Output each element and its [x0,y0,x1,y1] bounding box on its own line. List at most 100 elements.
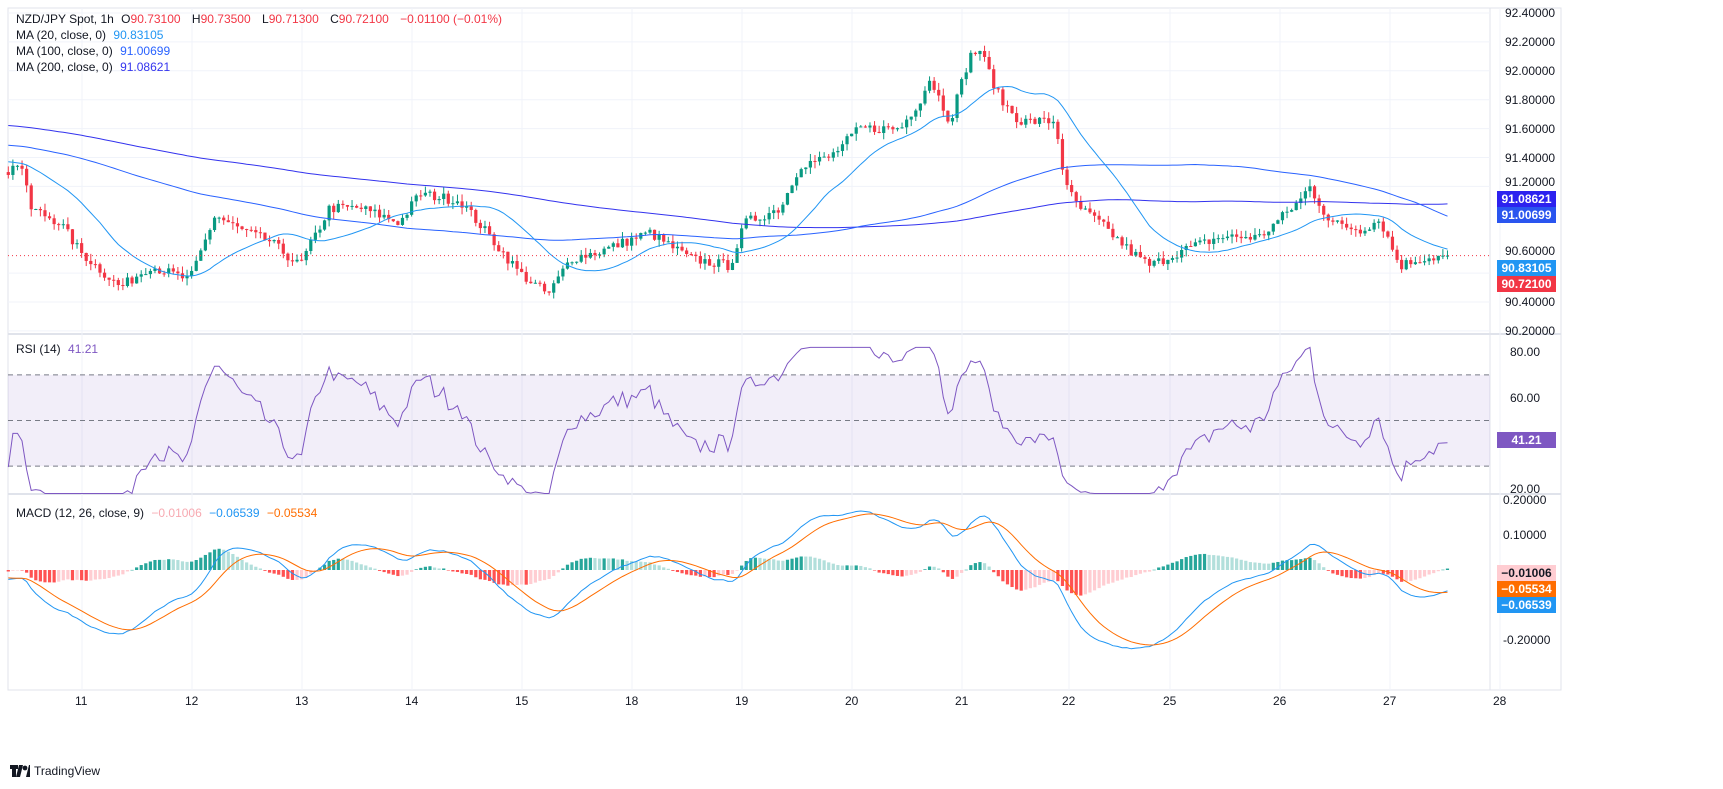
macd-histogram-bar [520,570,524,585]
high-value: 90.73500 [200,12,251,26]
macd-histogram-bar [1092,570,1097,591]
macd-histogram-bar [1248,562,1252,570]
tradingview-logo[interactable]: TradingView [10,764,100,778]
macd-histogram-bar [6,570,10,572]
candle-body [749,215,753,219]
candle-body [20,165,24,169]
candle-body [1184,245,1188,250]
candle-body [978,51,982,55]
macd-histogram-bar [1047,570,1051,582]
macd-histogram-bar [506,570,510,586]
candle-body [1354,229,1358,231]
macd-histogram-bar [762,558,767,570]
price-axis-label: 91.40000 [1505,150,1556,165]
candle-body [694,254,698,257]
low-label: L [262,12,269,26]
candle-body [616,243,620,248]
macd-histogram-bar [872,570,877,571]
ma100-legend[interactable]: MA (100, close, 0) 91.00699 [16,43,506,59]
symbol-label[interactable]: NZD/JPY Spot, 1h [16,12,114,26]
candle-body [6,172,10,175]
candle-body [973,52,977,55]
macd-histogram-bar [11,570,15,571]
candle-body [735,248,739,263]
macd-histogram-bar [781,560,785,570]
candle-body [1400,259,1404,270]
candle-body [1010,105,1014,114]
rsi-legend[interactable]: RSI (14) 41.21 [16,341,102,357]
price-axis-label: 90.20000 [1505,323,1556,338]
macd-axis-label: -0.20000 [1503,632,1551,647]
macd-histogram-bar [162,559,166,570]
macd-histogram-bar [1221,556,1225,570]
macd-histogram-bar [286,570,290,579]
candle-body [171,268,175,272]
macd-histogram-bar [579,558,583,570]
macd-histogram-bar [144,563,148,570]
macd-histogram-bar [1445,568,1450,570]
candle-body [1345,223,1349,228]
macd-histogram-bar [377,570,382,571]
candle-body [1088,208,1092,213]
time-axis-label: 14 [405,694,419,708]
macd-histogram-bar [937,568,941,570]
candle-body [900,127,904,129]
candle-body [1037,117,1042,124]
macd-histogram-bar [199,557,203,570]
macd-histogram-bar [1294,559,1298,570]
candle-body [70,229,75,245]
macd-histogram-bar [1345,570,1349,578]
candle-body [89,260,93,265]
candle-body [1019,122,1023,125]
macd-histogram-bar [1088,570,1092,593]
last-price-tag: 90.72100 [1497,276,1556,292]
time-axis-label: 18 [625,694,639,708]
candle-body [960,79,964,95]
candle-body [726,260,730,270]
candle-body [1125,244,1129,246]
candle-body [267,239,272,242]
candle-body [465,206,469,208]
macd-histogram-bar [194,560,198,570]
macd-histogram-bar [327,560,331,570]
macd-legend[interactable]: MACD (12, 26, close, 9) −0.01006 −0.0653… [16,505,321,521]
candle-body [442,193,446,200]
macd-histogram-bar [465,570,469,575]
candle-body [341,203,345,206]
candle-body [520,268,524,272]
candle-body [125,277,130,287]
macd-histogram-bar [1354,570,1358,579]
candle-body [57,224,61,226]
macd-histogram-bar [254,566,258,570]
candle-body [785,193,790,205]
macd-histogram-bar [226,551,230,570]
macd-line-value: −0.06539 [209,506,260,520]
candle-body [1129,244,1133,256]
candle-body [685,250,689,255]
macd-histogram-bar [400,570,405,576]
candle-body [703,259,707,264]
ma200-legend[interactable]: MA (200, close, 0) 91.08621 [16,59,506,75]
candle-body [190,270,194,276]
candle-body [368,206,372,212]
candle-body [350,205,354,207]
macd-histogram-bar [1166,564,1170,570]
macd-histogram-bar [685,570,689,575]
macd-histogram-bar [868,568,872,570]
ma20-legend[interactable]: MA (20, close, 0) 90.83105 [16,27,506,43]
candle-body [208,230,212,240]
macd-histogram-bar [1422,570,1427,577]
macd-histogram-bar [524,570,528,585]
candle-body [877,131,881,133]
high-label: H [191,12,201,26]
candle-body [272,240,276,242]
candle-body [492,234,496,246]
change-value: −0.01100 (−0.01%) [400,12,503,26]
candle-body [1340,220,1344,224]
ma200-price-tag: 91.08621 [1497,191,1556,207]
macd-histogram-bar [373,568,377,570]
candle-body [121,285,125,287]
macd-histogram-bar [501,570,505,585]
candle-body [882,126,886,133]
